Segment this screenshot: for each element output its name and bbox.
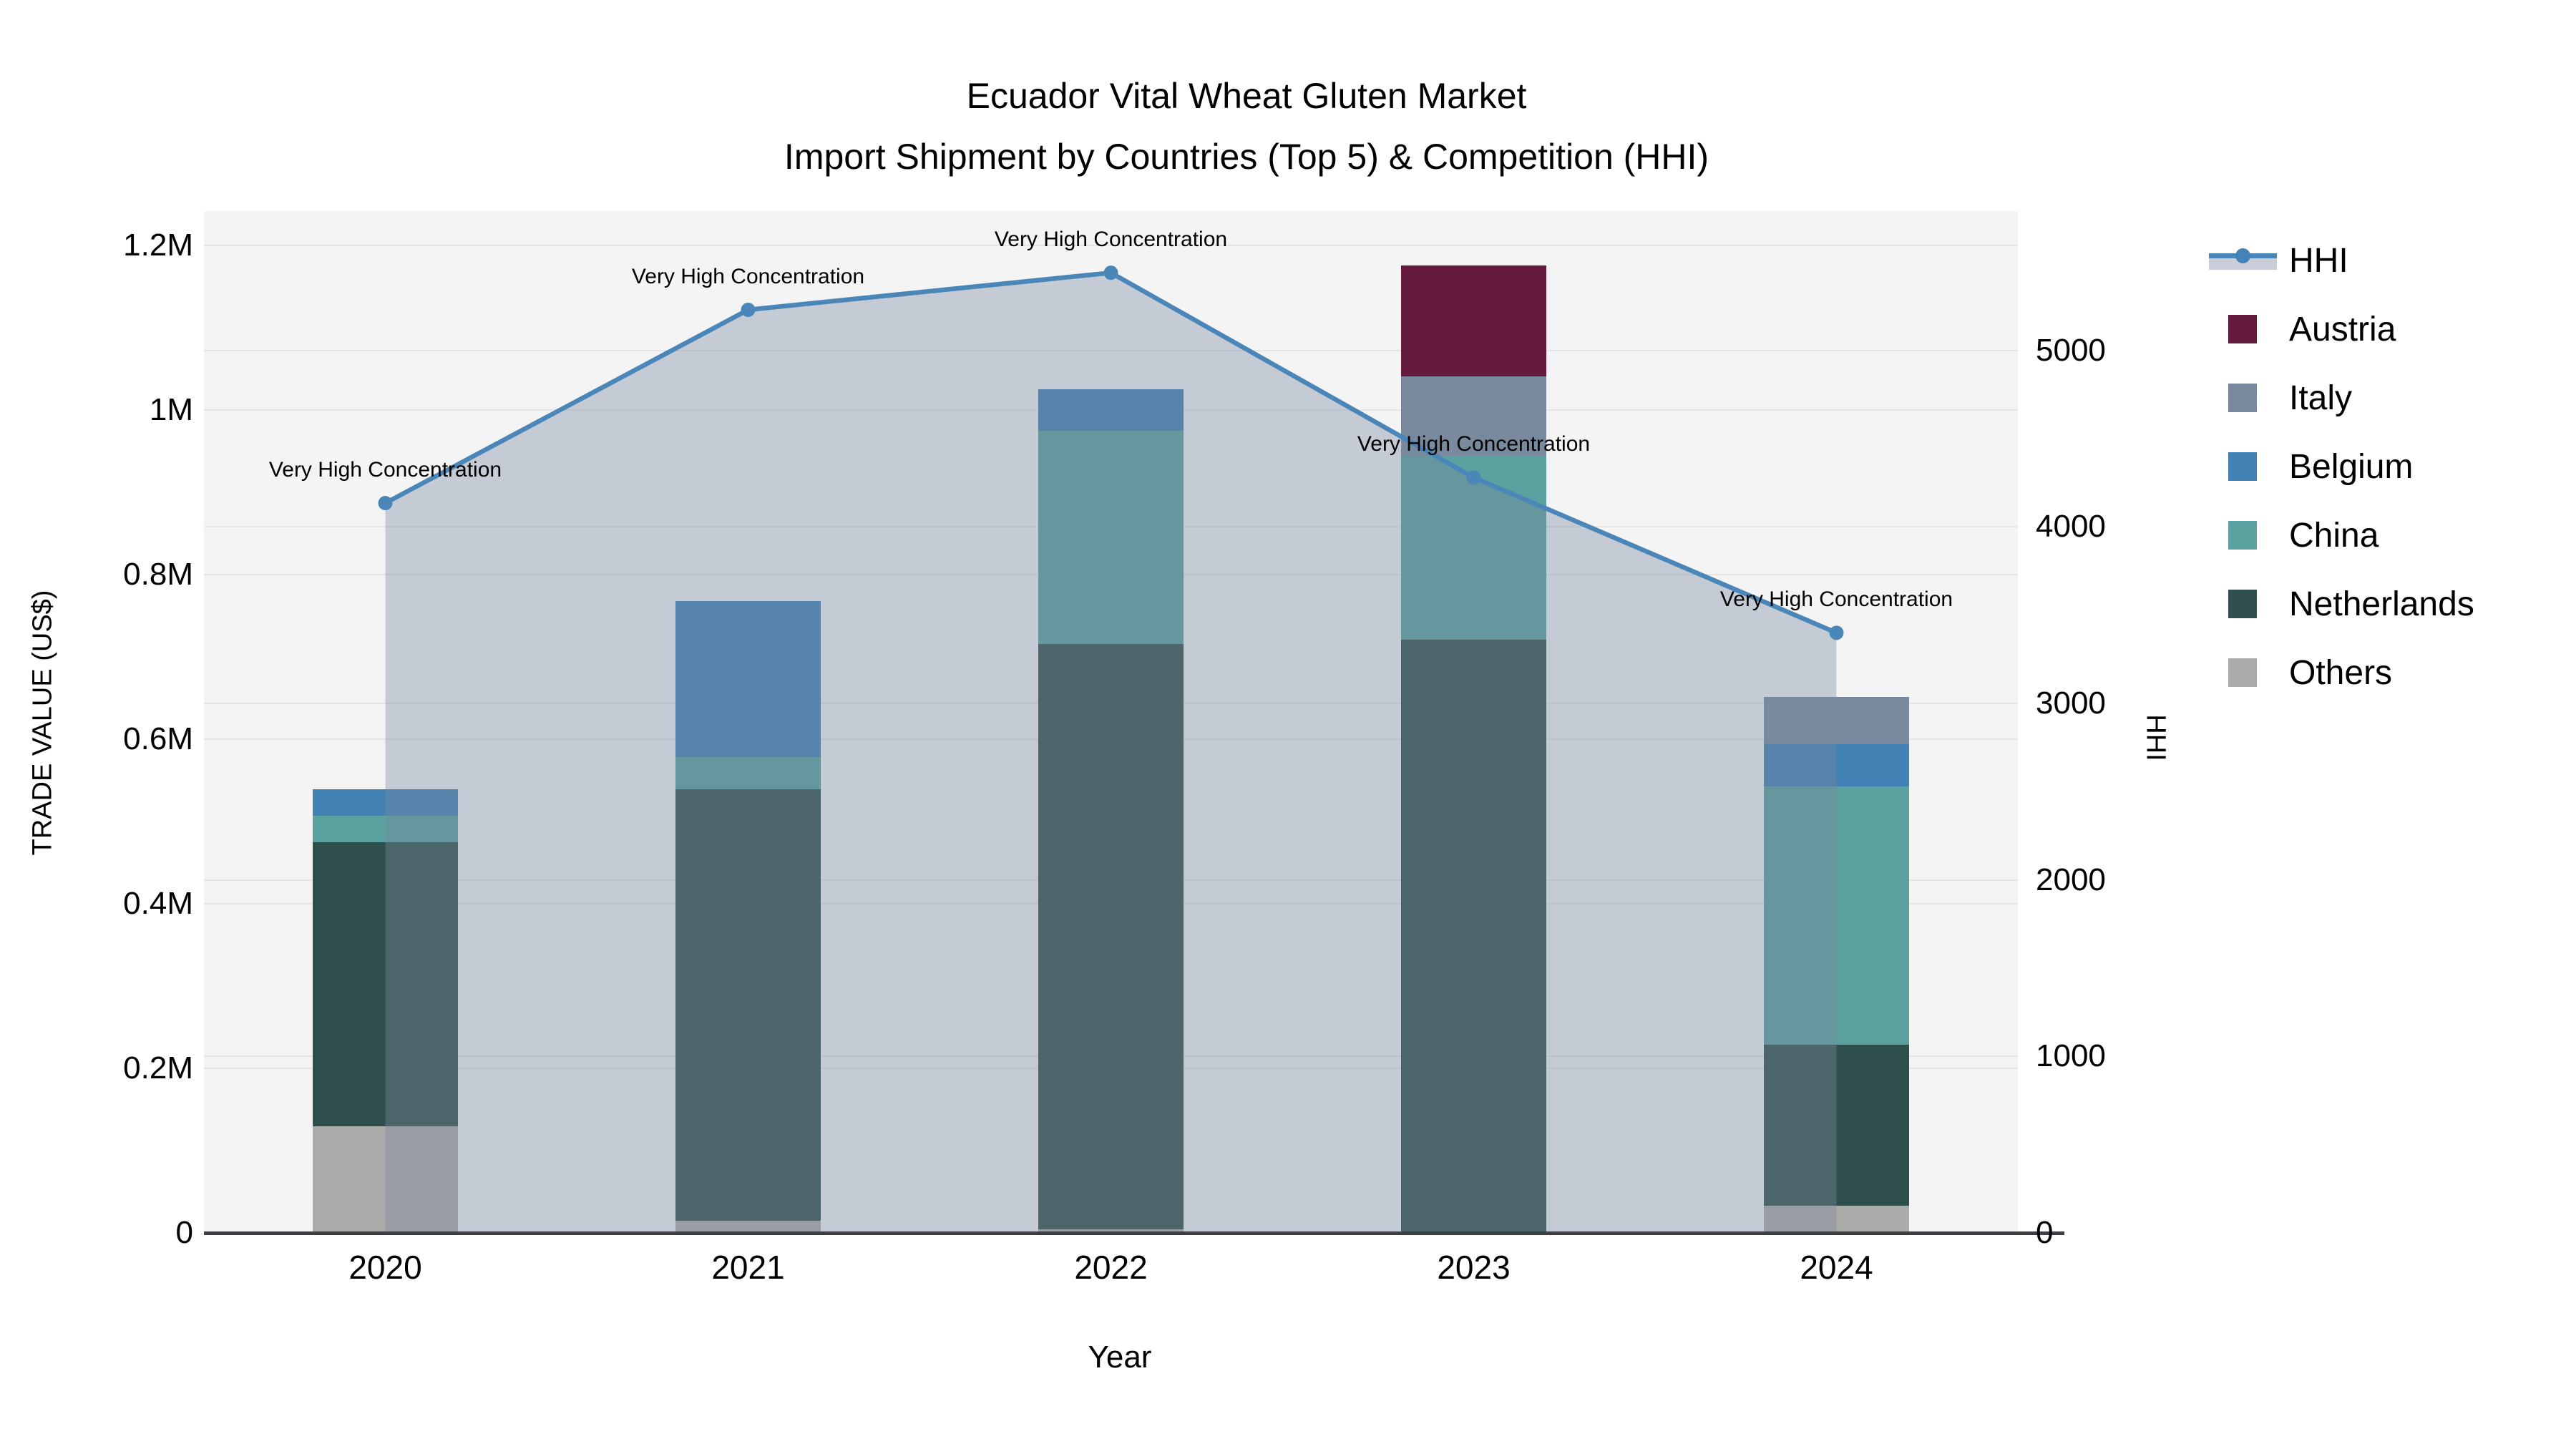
legend-label-italy: Italy: [2289, 379, 2353, 417]
bar-segment-italy-2024[interactable]: [1764, 697, 1909, 744]
x-axis-title: Year: [1088, 1340, 1152, 1375]
y-right-tick-0: 0: [2036, 1215, 2054, 1250]
legend-label-hhi: HHI: [2289, 242, 2348, 280]
legend-label-netherlands: Netherlands: [2289, 585, 2474, 623]
hhi-legend-dot: [2235, 248, 2250, 263]
y-left-tick-0: 0: [175, 1215, 193, 1250]
hhi-point-2021[interactable]: [741, 302, 756, 317]
bar-segment-italy-2023[interactable]: [1401, 376, 1546, 457]
legend-item-china[interactable]: China: [2209, 501, 2567, 570]
bar-segment-china-2024[interactable]: [1764, 786, 1909, 1045]
legend-label-austria: Austria: [2289, 311, 2396, 348]
hhi-point-2024[interactable]: [1829, 625, 1844, 640]
bar-segment-netherlands-2020[interactable]: [313, 841, 458, 1126]
y-left-tick-0.6M: 0.6M: [123, 721, 193, 756]
legend-swatch-austria: [2228, 315, 2257, 343]
hhi-point-2023[interactable]: [1466, 470, 1481, 485]
y-right-tick-1000: 1000: [2036, 1038, 2106, 1074]
y-axis-left-title: TRADE VALUE (US$): [27, 590, 58, 856]
y-axis-right-title: HHI: [2140, 714, 2171, 761]
legend-item-netherlands[interactable]: Netherlands: [2209, 570, 2567, 638]
annotation-2022: Very High Concentration: [994, 228, 1228, 252]
bar-segment-netherlands-2024[interactable]: [1764, 1044, 1909, 1206]
annotation-2020: Very High Concentration: [268, 458, 502, 482]
legend-swatch-belgium: [2228, 452, 2257, 481]
bar-segment-netherlands-2022[interactable]: [1038, 643, 1184, 1230]
bar-segment-china-2020[interactable]: [313, 815, 458, 842]
bar-segment-china-2021[interactable]: [675, 757, 821, 790]
y-left-tick-0.2M: 0.2M: [123, 1050, 193, 1085]
y-right-tick-4000: 4000: [2036, 509, 2106, 545]
bar-segment-others-2020[interactable]: [313, 1126, 458, 1233]
gridline-trade-1.2M: [204, 245, 2018, 246]
chart-title-line2: Import Shipment by Countries (Top 5) & C…: [784, 137, 1709, 177]
bar-segment-netherlands-2021[interactable]: [675, 789, 821, 1221]
y-left-tick-1.2M: 1.2M: [123, 228, 193, 263]
hhi-point-2020[interactable]: [378, 496, 393, 511]
bar-segment-others-2021[interactable]: [675, 1220, 821, 1233]
gridline-hhi-5000: [204, 349, 2018, 351]
bar-segment-china-2023[interactable]: [1401, 456, 1546, 640]
legend-swatch-netherlands: [2228, 590, 2257, 618]
y-right-tick-5000: 5000: [2036, 332, 2106, 368]
chart-title-line1: Ecuador Vital Wheat Gluten Market: [966, 76, 1527, 116]
bar-segment-belgium-2024[interactable]: [1764, 743, 1909, 786]
bar-segment-austria-2023[interactable]: [1401, 265, 1546, 376]
y-left-tick-0.8M: 0.8M: [123, 557, 193, 592]
annotation-2021: Very High Concentration: [631, 264, 865, 288]
bar-segment-belgium-2021[interactable]: [675, 600, 821, 758]
x-axis-line: [204, 1231, 2064, 1235]
legend-label-others: Others: [2289, 654, 2393, 692]
y-right-tick-2000: 2000: [2036, 862, 2106, 897]
x-tick-2020: 2020: [348, 1249, 422, 1286]
bar-segment-others-2024[interactable]: [1764, 1206, 1909, 1233]
y-right-tick-3000: 3000: [2036, 686, 2106, 721]
legend-swatch-china: [2228, 521, 2257, 550]
bar-segment-belgium-2022[interactable]: [1038, 389, 1184, 431]
y-left-tick-0.4M: 0.4M: [123, 886, 193, 921]
legend-item-austria[interactable]: Austria: [2209, 295, 2567, 364]
x-tick-2022: 2022: [1074, 1249, 1148, 1286]
legend-label-china: China: [2289, 517, 2379, 555]
bar-segment-others-2022[interactable]: [1038, 1229, 1184, 1233]
hhi-legend-band: [2209, 257, 2277, 270]
legend-label-belgium: Belgium: [2289, 448, 2414, 486]
bar-segment-netherlands-2023[interactable]: [1401, 639, 1546, 1233]
annotation-2024: Very High Concentration: [1719, 587, 1953, 612]
annotation-2023: Very High Concentration: [1357, 432, 1591, 457]
hhi-point-2022[interactable]: [1103, 265, 1118, 280]
legend-item-italy[interactable]: Italy: [2209, 364, 2567, 432]
legend-swatch-others: [2228, 658, 2257, 687]
y-left-tick-1M: 1M: [149, 392, 193, 427]
legend-item-others[interactable]: Others: [2209, 638, 2567, 707]
legend-swatch-italy: [2228, 384, 2257, 412]
hhi-legend-sample-icon: [2209, 248, 2277, 270]
hhi-area-fill: [385, 273, 1837, 1234]
legend-item-belgium[interactable]: Belgium: [2209, 432, 2567, 501]
x-tick-2023: 2023: [1437, 1249, 1511, 1286]
bar-segment-belgium-2020[interactable]: [313, 789, 458, 816]
bar-segment-china-2022[interactable]: [1038, 430, 1184, 644]
x-tick-2021: 2021: [711, 1249, 785, 1286]
x-tick-2024: 2024: [1800, 1249, 1873, 1286]
legend-item-hhi[interactable]: HHI: [2209, 226, 2567, 295]
